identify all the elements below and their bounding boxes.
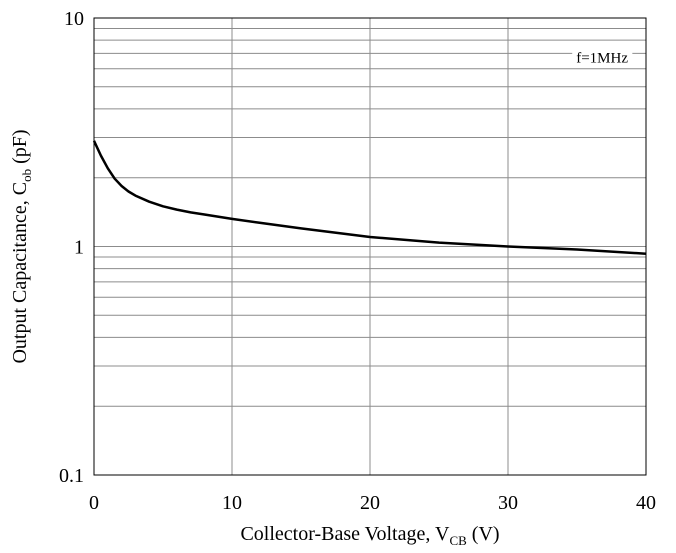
y-axis-title: Output Capacitance, Cob (pF) (9, 129, 34, 363)
y-tick-label: 0.1 (59, 465, 84, 487)
data-lines (92, 140, 647, 255)
x-tick-label: 20 (360, 492, 380, 514)
x-tick-label: 10 (222, 492, 242, 514)
x-axis-title-unit: (V) (467, 523, 500, 545)
y-tick-labels: 0.1 1 10 (59, 8, 84, 487)
y-tick-label: 1 (74, 237, 84, 259)
x-tick-label: 30 (498, 492, 518, 514)
series-line (92, 140, 647, 255)
annotation-background (572, 49, 633, 68)
plot-area-frame (93, 17, 647, 476)
x-axis-title-subscript: CB (449, 533, 467, 548)
y-axis-title-unit: (pF) (9, 129, 31, 168)
y-axis-title-main: Output Capacitance, C (9, 182, 31, 364)
gridlines (94, 18, 646, 475)
annotation-frequency: f=1MHz (576, 50, 628, 66)
x-axis-title: Collector-Base Voltage, VCB (V) (240, 523, 499, 548)
x-tick-labels: 0 10 20 30 40 (89, 492, 656, 514)
y-tick-label: 10 (64, 8, 84, 30)
x-tick-label: 40 (636, 492, 656, 514)
x-axis-title-main: Collector-Base Voltage, V (240, 523, 450, 545)
y-axis-title-subscript: ob (19, 169, 34, 182)
x-tick-label: 0 (89, 492, 99, 514)
